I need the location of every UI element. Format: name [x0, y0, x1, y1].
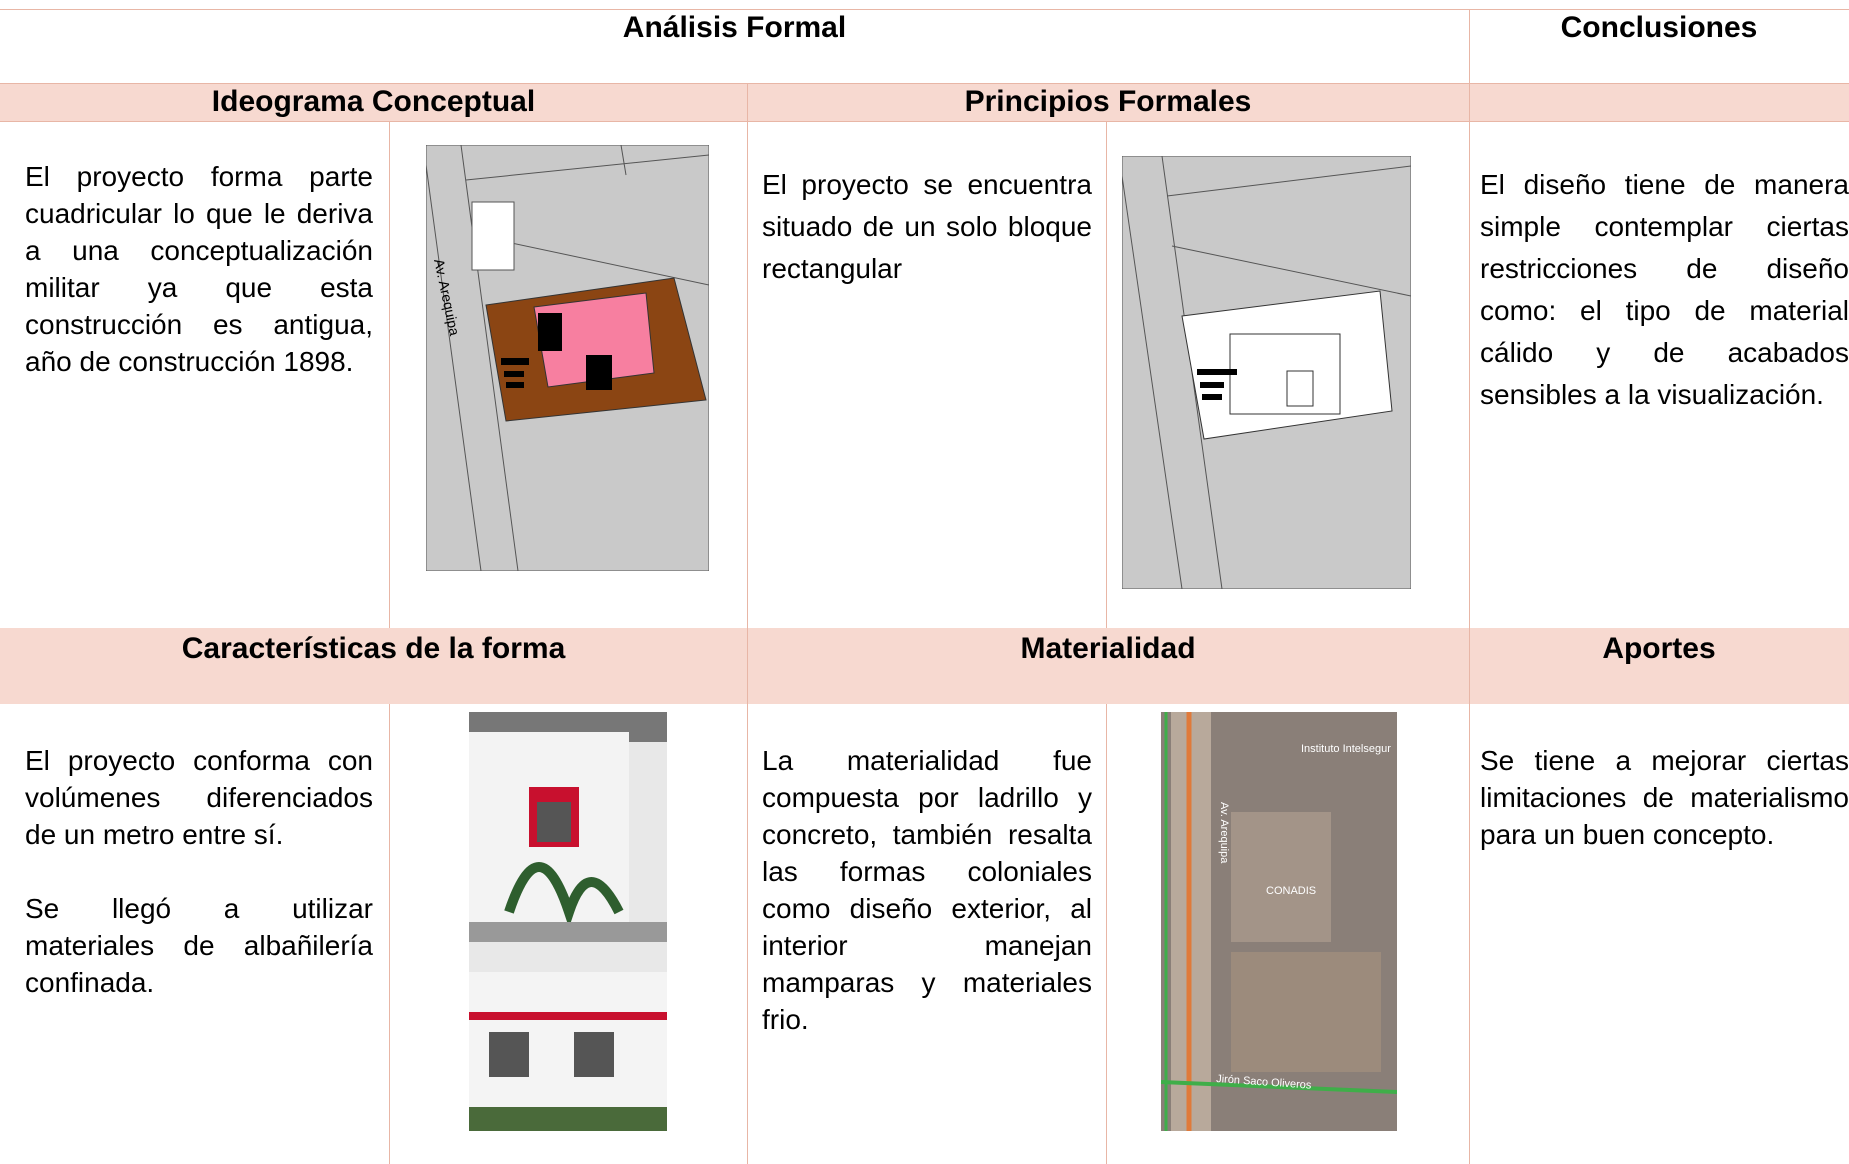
paragraph: El diseño tiene de manera simple contemp…: [1480, 169, 1849, 410]
rule: [1469, 9, 1470, 83]
header-band: [0, 83, 1849, 121]
header-band: [0, 628, 1849, 704]
facade-photo: [469, 712, 667, 1131]
site-plan: Av. Arequipa: [426, 145, 709, 571]
header-title: Conclusiones: [1560, 11, 1758, 44]
section-title: Aportes: [1602, 632, 1716, 665]
section-title: Materialidad: [1020, 632, 1196, 665]
header-title: Análisis Formal: [622, 11, 847, 44]
rule: [389, 121, 390, 628]
map: Av. Arequipa Jirón Saco Oliveros Institu…: [1161, 712, 1397, 1131]
rule: [1106, 121, 1107, 628]
map-label: Instituto Intelsegur: [1301, 743, 1391, 755]
map-label: Av. Arequipa: [1218, 802, 1230, 864]
paragraph: El proyecto conforma con volúmenes difer…: [25, 745, 373, 850]
rule: [1106, 704, 1107, 1164]
paragraph: Se tiene a mejorar ciertas limitaciones …: [1480, 745, 1849, 850]
paragraph: El proyecto forma parte cuadricular lo q…: [25, 161, 373, 377]
rule: [0, 121, 1849, 122]
rule: [389, 704, 390, 1164]
paragraph: La materialidad fue compuesta por ladril…: [762, 745, 1092, 1035]
section-title: Ideograma Conceptual: [211, 85, 536, 118]
section-title: Principios Formales: [964, 85, 1252, 118]
site-plan: [1122, 156, 1411, 589]
rule: [1469, 83, 1470, 1164]
map-label: CONADIS: [1266, 885, 1316, 897]
section-title: Características de la forma: [181, 632, 566, 665]
rule: [747, 83, 748, 1164]
rule: [0, 9, 1849, 10]
paragraph: Se llegó a utilizar materiales de albañi…: [25, 893, 373, 998]
rule: [0, 83, 1849, 84]
paragraph: El proyecto conforma con volúmenes difer…: [25, 742, 373, 1001]
paragraph: El proyecto se encuentra situado de un s…: [762, 169, 1092, 284]
